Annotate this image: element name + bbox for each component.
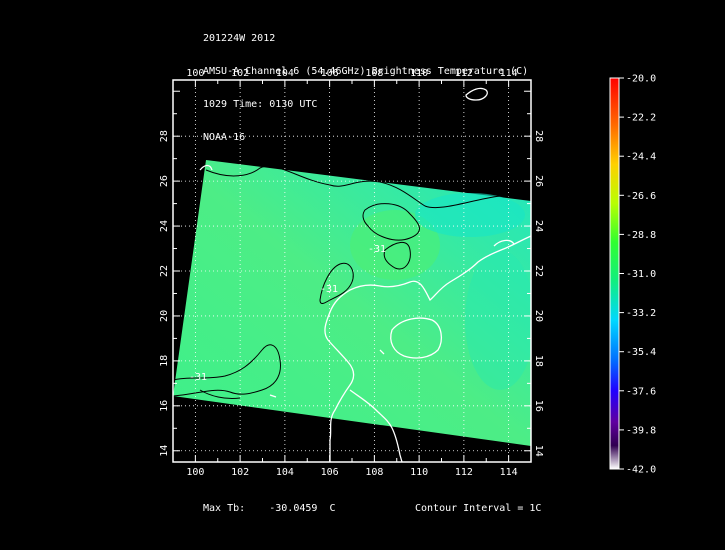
max-tb-label: Max Tb: bbox=[203, 503, 246, 514]
lon-tick-label: 102 bbox=[231, 68, 249, 79]
lat-tick-label: 22 bbox=[533, 265, 544, 277]
lat-tick-label: 28 bbox=[159, 130, 170, 142]
lon-tick-label: 104 bbox=[276, 68, 294, 79]
title-line-channel: AMSU-A Channel 6 (54.46GHz) Brightness T… bbox=[203, 66, 529, 77]
coastline bbox=[199, 87, 531, 462]
lat-tick-label: 14 bbox=[533, 445, 544, 457]
lon-tick-label: 114 bbox=[500, 68, 518, 79]
max-tb-readout: Max Tb: -30.0459 C bbox=[203, 503, 336, 514]
lat-tick-label: 20 bbox=[533, 310, 544, 322]
lat-tick-label: 24 bbox=[159, 220, 170, 232]
colorbar-label: -33.2 bbox=[626, 308, 656, 319]
lat-tick-label: 14 bbox=[159, 445, 170, 457]
colorbar-label: -24.4 bbox=[626, 152, 656, 163]
lat-tick-label: 18 bbox=[533, 355, 544, 367]
lon-tick-label: 108 bbox=[365, 467, 383, 478]
cyan-region bbox=[415, 193, 525, 237]
contour-interval: Contour Interval = 1C bbox=[415, 503, 542, 514]
max-tb-unit: C bbox=[329, 503, 336, 514]
colorbar bbox=[609, 77, 620, 470]
title-line-time: 1029 Time: 0130 UTC bbox=[203, 99, 318, 110]
lat-tick-label: 20 bbox=[159, 310, 170, 322]
max-tb-value: -30.0459 bbox=[269, 503, 318, 514]
lon-tick-label: 112 bbox=[455, 467, 473, 478]
lat-tick-label: 26 bbox=[159, 175, 170, 187]
axis-ticks bbox=[172, 80, 532, 462]
lon-tick-label: 100 bbox=[186, 467, 204, 478]
lon-tick-label: 106 bbox=[321, 68, 339, 79]
lat-tick-label: 16 bbox=[159, 400, 170, 412]
title-line-satellite: NOAA-16 bbox=[203, 132, 246, 143]
lon-tick-label: 110 bbox=[410, 467, 428, 478]
colorbar-label: -28.8 bbox=[626, 230, 656, 241]
colorbar-label: -31.0 bbox=[626, 269, 656, 280]
warm-core-region bbox=[350, 210, 440, 280]
contour-label: -31 bbox=[189, 372, 207, 383]
colorbar-label: -42.0 bbox=[626, 465, 656, 476]
lon-tick-label: 106 bbox=[321, 467, 339, 478]
lat-tick-label: 24 bbox=[533, 220, 544, 232]
lon-tick-label: 108 bbox=[365, 68, 383, 79]
colorbar-labels: -20.0 -22.2 -24.4 -26.6 -28.8 -31.0 -33.2 -35.4… bbox=[619, 74, 656, 476]
lat-tick-label: 18 bbox=[159, 355, 170, 367]
lat-tick-label: 22 bbox=[159, 265, 170, 277]
lat-tick-label: 26 bbox=[533, 175, 544, 187]
lat-tick-label: 16 bbox=[533, 400, 544, 412]
lon-tick-label: 110 bbox=[410, 68, 428, 79]
colorbar-label: -37.6 bbox=[626, 386, 656, 397]
colorbar-label: -39.8 bbox=[626, 425, 656, 436]
contour-label: -31 bbox=[320, 284, 338, 295]
cyan-region-east bbox=[465, 250, 531, 390]
lat-tick-label: 28 bbox=[533, 130, 544, 142]
colorbar-label: -35.4 bbox=[626, 347, 656, 358]
contour-lines bbox=[173, 165, 531, 399]
lat-labels-left: 14 16 18 20 22 24 26 28 bbox=[159, 130, 170, 457]
lon-tick-label: 102 bbox=[231, 467, 249, 478]
colorbar-label: -20.0 bbox=[626, 74, 656, 85]
lon-tick-label: 114 bbox=[500, 467, 518, 478]
lon-tick-label: 100 bbox=[186, 68, 204, 79]
colorbar-label: -26.6 bbox=[626, 191, 656, 202]
colorbar-label: -22.2 bbox=[626, 113, 656, 124]
lon-labels-bottom: 100 102 104 106 108 110 112 114 bbox=[186, 467, 517, 478]
lon-tick-label: 104 bbox=[276, 467, 294, 478]
contour-label: -31 bbox=[368, 244, 386, 255]
lon-labels-top: 100 102 104 106 108 110 112 114 bbox=[186, 68, 517, 79]
lon-tick-label: 112 bbox=[455, 68, 473, 79]
product-title: 201224W 2012 AMSU-A Channel 6 (54.46GHz)… bbox=[203, 11, 528, 154]
lat-labels-right: 14 16 18 20 22 24 26 28 bbox=[533, 130, 544, 457]
title-line-storm: 201224W 2012 bbox=[203, 33, 276, 44]
